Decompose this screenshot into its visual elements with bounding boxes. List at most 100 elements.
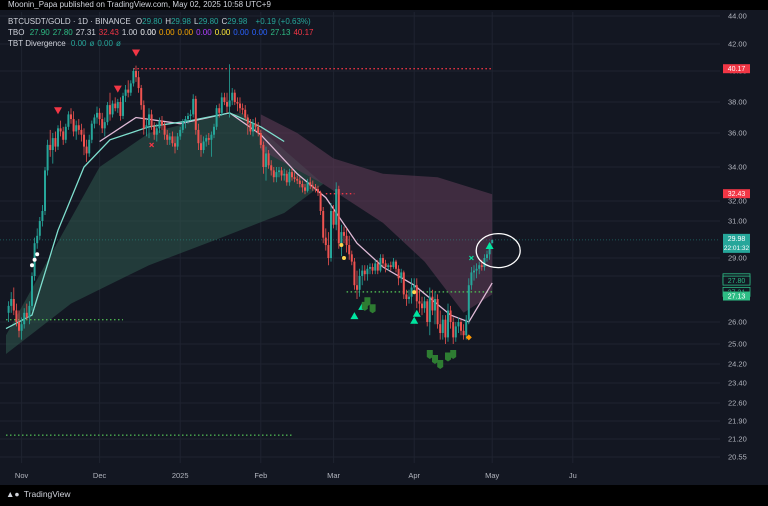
candle-body bbox=[49, 144, 52, 150]
candle-body bbox=[254, 123, 257, 127]
candle-body bbox=[278, 170, 280, 173]
divergence-flag-icon bbox=[432, 355, 438, 364]
candle-body bbox=[98, 112, 101, 120]
candle-body bbox=[475, 268, 478, 271]
price-axis-label: 21.20 bbox=[728, 435, 747, 444]
brand-name: TradingView bbox=[23, 489, 71, 499]
candle-body bbox=[75, 125, 78, 132]
candle-body bbox=[283, 173, 286, 176]
candle-body bbox=[413, 285, 416, 288]
candle-body bbox=[382, 258, 384, 264]
candle-body bbox=[447, 310, 449, 338]
dot-signal-icon bbox=[32, 257, 37, 262]
candle-body bbox=[259, 133, 262, 145]
candle-body bbox=[400, 272, 403, 279]
candle-body bbox=[181, 122, 184, 130]
divergence-flag-icon bbox=[369, 304, 376, 314]
price-axis-label: 36.00 bbox=[728, 129, 747, 138]
diamond-signal-icon bbox=[465, 334, 472, 341]
candle-body bbox=[96, 112, 98, 118]
time-axis-label: Mar bbox=[327, 471, 340, 480]
ohlc-value-L: 29.80 bbox=[198, 17, 219, 26]
price-badge bbox=[723, 233, 750, 253]
candle-body bbox=[70, 114, 72, 120]
divergence-flag-icon bbox=[445, 352, 451, 362]
candle-body bbox=[491, 239, 494, 244]
tbt-values: 0.00 ø 0.00 ø bbox=[71, 39, 124, 48]
tbt-label[interactable]: TBT Divergence bbox=[8, 39, 66, 48]
time-axis-label: Nov bbox=[15, 471, 29, 480]
candle-body bbox=[330, 211, 332, 258]
tbo-value-12: 27.13 bbox=[270, 28, 291, 37]
candle-body bbox=[163, 125, 166, 135]
candle-body bbox=[395, 261, 397, 269]
candle-body bbox=[189, 114, 192, 116]
price-axis-label: 44.00 bbox=[728, 12, 747, 21]
candle-body bbox=[85, 146, 88, 154]
candle-body bbox=[202, 141, 205, 150]
candle-body bbox=[441, 319, 444, 333]
price-axis-label: 42.00 bbox=[728, 40, 747, 49]
candle-body bbox=[244, 109, 247, 118]
tbt-value-1: ø bbox=[89, 39, 95, 48]
annotation-ellipse bbox=[475, 232, 521, 269]
candle-body bbox=[111, 103, 114, 115]
candle-body bbox=[18, 322, 20, 331]
candle-body bbox=[257, 126, 260, 133]
candle-body bbox=[187, 115, 189, 120]
cross-signal-icon bbox=[468, 255, 474, 261]
time-axis-label: 2025 bbox=[172, 471, 189, 480]
tbo-label[interactable]: TBO bbox=[8, 28, 25, 37]
symbol-name[interactable]: BTCUSDT/GOLD · 1D · BINANCE bbox=[8, 17, 131, 26]
candle-body bbox=[306, 182, 309, 191]
candle-body bbox=[77, 125, 80, 130]
candle-body bbox=[265, 153, 267, 167]
candle-body bbox=[12, 299, 15, 311]
candle-body bbox=[241, 108, 244, 110]
tbo-value-5: 0.00 bbox=[140, 28, 156, 37]
time-axis-label: Apr bbox=[408, 471, 420, 480]
candle-body bbox=[285, 173, 288, 183]
candle-body bbox=[142, 105, 145, 129]
candle-body bbox=[116, 102, 119, 109]
candle-body bbox=[457, 322, 460, 327]
candle-body bbox=[317, 189, 319, 193]
candle-body bbox=[348, 245, 351, 255]
tbo-values: 27.90 27.80 27.31 32.43 1.00 0.00 0.00 0.00 0.00… bbox=[30, 28, 317, 37]
candle-body bbox=[54, 138, 57, 147]
price-axis-label: 34.00 bbox=[728, 163, 747, 172]
ohlc-key-H: H bbox=[165, 17, 171, 26]
candle-body bbox=[64, 126, 67, 140]
candle-body bbox=[228, 100, 231, 107]
candle-body bbox=[7, 305, 10, 313]
candle-body bbox=[363, 270, 366, 275]
time-axis-label: Ju bbox=[569, 471, 577, 480]
price-badge-label: 29.98 bbox=[728, 236, 746, 243]
tbo-value-1: 27.80 bbox=[52, 28, 73, 37]
tbo-value-4: 1.00 bbox=[121, 28, 138, 37]
trend-cloud-bearish bbox=[260, 114, 493, 313]
price-axis-label: 32.00 bbox=[728, 197, 747, 206]
candle-body bbox=[38, 221, 41, 236]
candle-body bbox=[361, 270, 364, 276]
candle-body bbox=[483, 258, 486, 267]
candle-body bbox=[171, 136, 174, 144]
buy-signal-icon bbox=[412, 309, 421, 317]
time-axis-background bbox=[0, 463, 720, 485]
candle-body bbox=[343, 232, 345, 236]
candle-body bbox=[145, 125, 148, 129]
candle-body bbox=[434, 299, 436, 311]
trend-cloud-bullish bbox=[6, 112, 324, 355]
candle-body bbox=[322, 211, 325, 238]
candle-body bbox=[272, 170, 275, 178]
candle-body bbox=[392, 261, 395, 267]
tbo-value-2: 27.31 bbox=[75, 28, 96, 37]
ohlc-values: O29.80 H29.98 L29.80 C29.98 bbox=[136, 17, 250, 26]
price-axis-label: 21.90 bbox=[728, 417, 747, 426]
candle-body bbox=[41, 211, 44, 221]
candle-body bbox=[384, 263, 387, 267]
candle-body bbox=[213, 126, 215, 135]
candle-body bbox=[275, 172, 278, 178]
candle-body bbox=[158, 120, 161, 129]
